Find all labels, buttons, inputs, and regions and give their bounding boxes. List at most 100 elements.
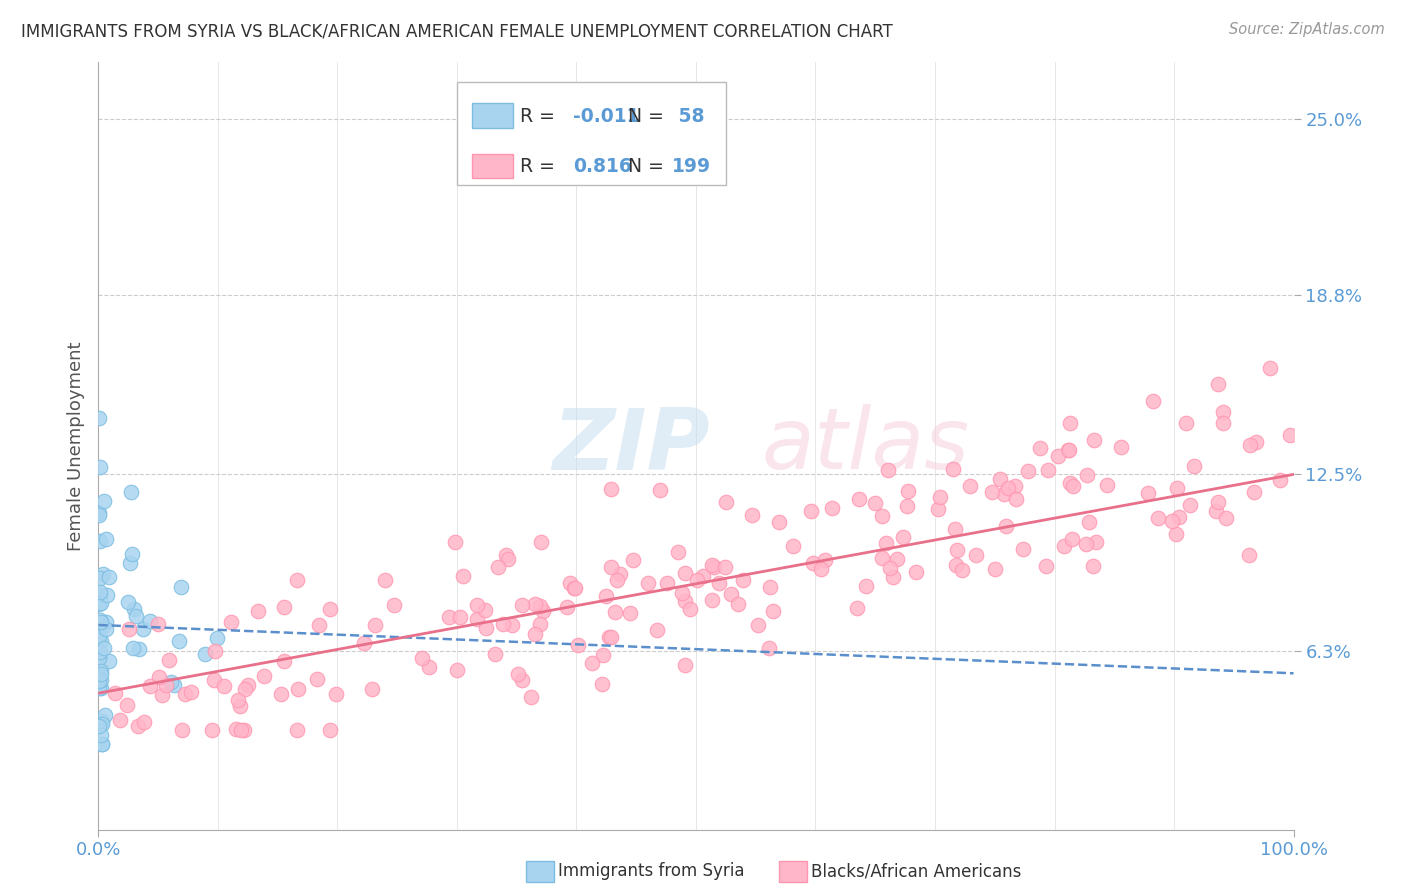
Point (325, 687, 347, 701)
Point (1243, 484, 1265, 499)
Point (444, 535, 467, 549)
Point (319, 723, 342, 738)
Point (307, 673, 329, 687)
Point (87, 671, 110, 685)
Point (287, 682, 309, 697)
Text: N =: N = (628, 107, 669, 126)
Point (727, 597, 749, 611)
Point (93, 641, 115, 656)
Point (714, 560, 737, 574)
Point (904, 566, 927, 580)
Point (1017, 465, 1039, 479)
Text: Source: ZipAtlas.com: Source: ZipAtlas.com (1229, 22, 1385, 37)
Point (89, 588, 111, 602)
Point (1095, 477, 1118, 491)
Point (319, 601, 342, 615)
Point (762, 604, 785, 618)
Point (1085, 535, 1108, 549)
Point (139, 679, 162, 693)
Point (943, 522, 966, 536)
Point (605, 605, 627, 619)
Point (846, 600, 869, 615)
Point (212, 679, 235, 693)
Point (678, 602, 700, 616)
Point (163, 678, 186, 692)
Point (758, 640, 780, 655)
Point (810, 562, 832, 576)
Point (94, 707, 117, 722)
Point (591, 677, 613, 691)
Point (945, 558, 967, 572)
Point (90, 673, 112, 688)
Point (285, 723, 308, 738)
Text: -0.011: -0.011 (572, 107, 640, 126)
Point (150, 688, 173, 702)
Point (87, 629, 110, 643)
Point (1167, 510, 1189, 524)
Text: ZIP: ZIP (553, 404, 710, 488)
Point (205, 631, 228, 645)
Point (1011, 542, 1033, 557)
Point (821, 500, 844, 515)
Point (600, 630, 623, 644)
Point (122, 640, 145, 655)
Point (484, 647, 506, 661)
Point (510, 598, 533, 612)
Point (124, 602, 146, 616)
Point (1212, 405, 1234, 419)
Point (94, 533, 117, 547)
Point (91, 737, 114, 751)
Point (800, 503, 823, 517)
Point (621, 553, 644, 567)
Point (121, 547, 143, 561)
Point (882, 570, 904, 584)
Point (567, 638, 589, 652)
Point (529, 534, 551, 549)
Point (1239, 438, 1261, 452)
Point (89, 584, 111, 599)
Point (148, 670, 170, 684)
Point (446, 663, 468, 677)
Point (89, 460, 111, 475)
Point (524, 597, 547, 611)
Point (1146, 510, 1168, 524)
Point (167, 634, 190, 648)
Text: Blacks/African Americans: Blacks/African Americans (811, 863, 1022, 880)
Point (872, 509, 894, 524)
Point (927, 502, 949, 516)
Point (997, 481, 1019, 495)
Point (131, 623, 153, 637)
Point (645, 623, 668, 637)
Point (993, 487, 1015, 501)
Point (703, 560, 725, 574)
Point (1077, 515, 1099, 529)
Point (353, 636, 375, 650)
Point (90, 666, 112, 681)
Text: IMMIGRANTS FROM SYRIA VS BLACK/AFRICAN AMERICAN FEMALE UNEMPLOYMENT CORRELATION : IMMIGRANTS FROM SYRIA VS BLACK/AFRICAN A… (21, 22, 893, 40)
Point (891, 530, 914, 544)
Point (675, 566, 697, 580)
Point (666, 545, 689, 559)
Point (87, 650, 110, 665)
Point (1036, 463, 1059, 477)
Point (98, 654, 121, 668)
Point (980, 484, 1002, 499)
Point (814, 553, 837, 567)
Point (801, 556, 824, 570)
Point (225, 722, 247, 736)
Point (1258, 360, 1281, 375)
Point (609, 567, 631, 582)
Point (1184, 459, 1206, 474)
Point (90, 681, 112, 695)
Point (994, 519, 1017, 533)
Point (120, 556, 142, 570)
Point (486, 559, 509, 574)
Point (702, 592, 724, 607)
Point (1083, 433, 1105, 447)
Point (125, 608, 148, 623)
Point (720, 587, 742, 601)
Point (581, 656, 603, 670)
Point (229, 698, 252, 713)
Point (90, 714, 112, 728)
Point (1074, 537, 1097, 551)
